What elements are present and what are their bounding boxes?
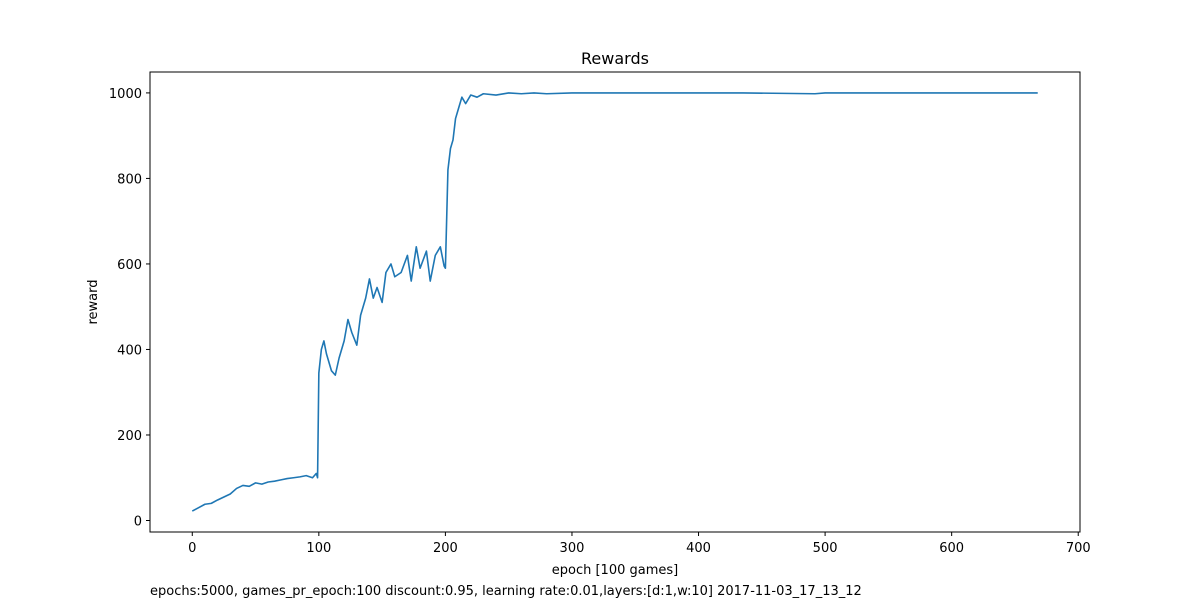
y-tick-label: 800 xyxy=(117,172,142,187)
line xyxy=(191,92,1038,512)
y-tick-label: 400 xyxy=(117,343,142,358)
x-tick-label: 500 xyxy=(813,541,838,556)
y-tick-label: 0 xyxy=(134,514,142,529)
x-tick-label: 600 xyxy=(939,541,964,556)
x-tick-label: 100 xyxy=(306,541,331,556)
y-tick-label: 1000 xyxy=(109,87,142,102)
x-tick-label: 200 xyxy=(433,541,458,556)
x-tick-label: 700 xyxy=(1066,541,1091,556)
y-tick-label: 200 xyxy=(117,429,142,444)
x-tick-label: 300 xyxy=(560,541,585,556)
x-tick-label: 400 xyxy=(686,541,711,556)
y-tick-label: 600 xyxy=(117,258,142,273)
plot-frame xyxy=(149,71,1081,533)
x-axis-label: epoch [100 games] xyxy=(552,563,678,578)
x-tick-label: 0 xyxy=(188,541,196,556)
footnote: epochs:5000, games_pr_epoch:100 discount… xyxy=(150,584,862,599)
y-axis-label: reward xyxy=(86,279,101,324)
chart-title: Rewards xyxy=(581,49,649,68)
